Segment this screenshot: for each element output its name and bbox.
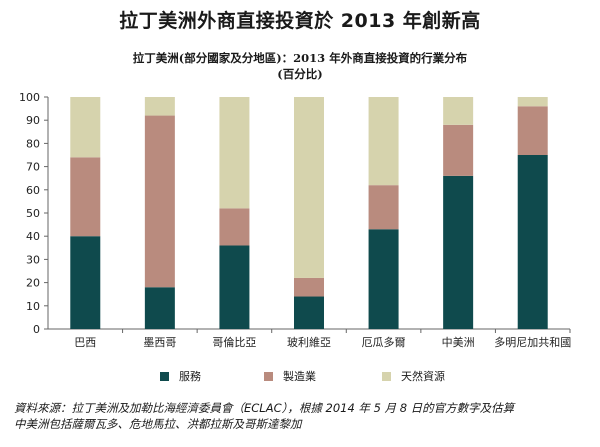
bar-segment-natural-resources — [294, 97, 324, 278]
legend-label-manufacturing: 製造業 — [283, 370, 316, 383]
legend-swatch-natural-resources — [382, 371, 391, 381]
legend-item-natural-resources: 天然資源 — [382, 368, 445, 384]
y-tick-label: 30 — [26, 253, 40, 266]
x-tick-label: 哥倫比亞 — [212, 335, 256, 349]
bar-segment-manufacturing — [294, 277, 324, 297]
y-tick-label: 80 — [26, 137, 40, 150]
legend-item-manufacturing: 製造業 — [264, 368, 316, 384]
bar-segment-manufacturing — [70, 157, 101, 237]
bar-segment-natural-resources — [517, 97, 548, 107]
source-note: 資料來源：拉丁美洲及加勒比海經濟委員會（ECLAC），根據 2014 年 5 月… — [14, 400, 590, 432]
bar-segment-manufacturing — [144, 115, 175, 288]
bar-segment-natural-resources — [443, 97, 474, 125]
x-tick-label: 中美洲 — [442, 336, 475, 349]
y-tick-label: 10 — [26, 300, 40, 313]
bar-segment-services — [144, 287, 175, 329]
bar-segment-manufacturing — [219, 208, 250, 246]
bar-segment-services — [368, 229, 399, 329]
bar-segment-natural-resources — [219, 97, 250, 209]
bar-segment-natural-resources — [70, 97, 101, 158]
legend-item-services: 服務 — [160, 368, 201, 384]
chart-title: 拉丁美洲(部分國家及分地區)：2013 年外商直接投資的行業分布 — [132, 51, 468, 65]
x-tick-label: 厄瓜多爾 — [362, 335, 406, 349]
y-tick-label: 60 — [26, 184, 40, 197]
x-tick-label: 多明尼加共和國 — [494, 335, 571, 349]
bar-segment-manufacturing — [368, 185, 399, 230]
bar-segment-services — [219, 245, 250, 329]
bar-segment-manufacturing — [443, 124, 474, 176]
bar-segment-natural-resources — [144, 97, 175, 116]
y-tick-label: 90 — [26, 114, 40, 127]
y-tick-label: 40 — [26, 230, 40, 243]
bar-segment-services — [443, 175, 474, 329]
y-tick-label: 100 — [19, 91, 40, 104]
y-tick-label: 70 — [26, 161, 40, 174]
legend-swatch-services — [160, 371, 169, 381]
source-line-1: 資料來源：拉丁美洲及加勒比海經濟委員會（ECLAC），根據 2014 年 5 月… — [14, 401, 515, 415]
bar-segment-manufacturing — [517, 106, 548, 155]
legend-label-natural-resources: 天然資源 — [401, 370, 445, 383]
x-tick-label: 玻利維亞 — [287, 336, 331, 349]
source-line-2: 中美洲包括薩爾瓦多、危地馬拉、洪都拉斯及哥斯達黎加 — [14, 417, 302, 431]
y-tick-label: 0 — [33, 323, 40, 336]
bar-segment-services — [517, 155, 548, 329]
bar-segment-natural-resources — [368, 97, 399, 186]
y-tick-label: 20 — [26, 277, 40, 290]
bar-segment-services — [294, 296, 324, 329]
y-tick-label: 50 — [26, 207, 40, 220]
legend-swatch-manufacturing — [264, 371, 273, 381]
x-tick-label: 墨西哥 — [143, 336, 176, 349]
page-title: 拉丁美洲外商直接投資於 2013 年創新高 — [119, 10, 481, 32]
bar-segment-services — [70, 236, 101, 329]
chart-legend: 服務 製造業 天然資源 — [0, 368, 600, 386]
legend-label-services: 服務 — [179, 370, 201, 383]
x-tick-label: 巴西 — [74, 336, 96, 349]
chart-subtitle: (百分比) — [277, 67, 323, 81]
